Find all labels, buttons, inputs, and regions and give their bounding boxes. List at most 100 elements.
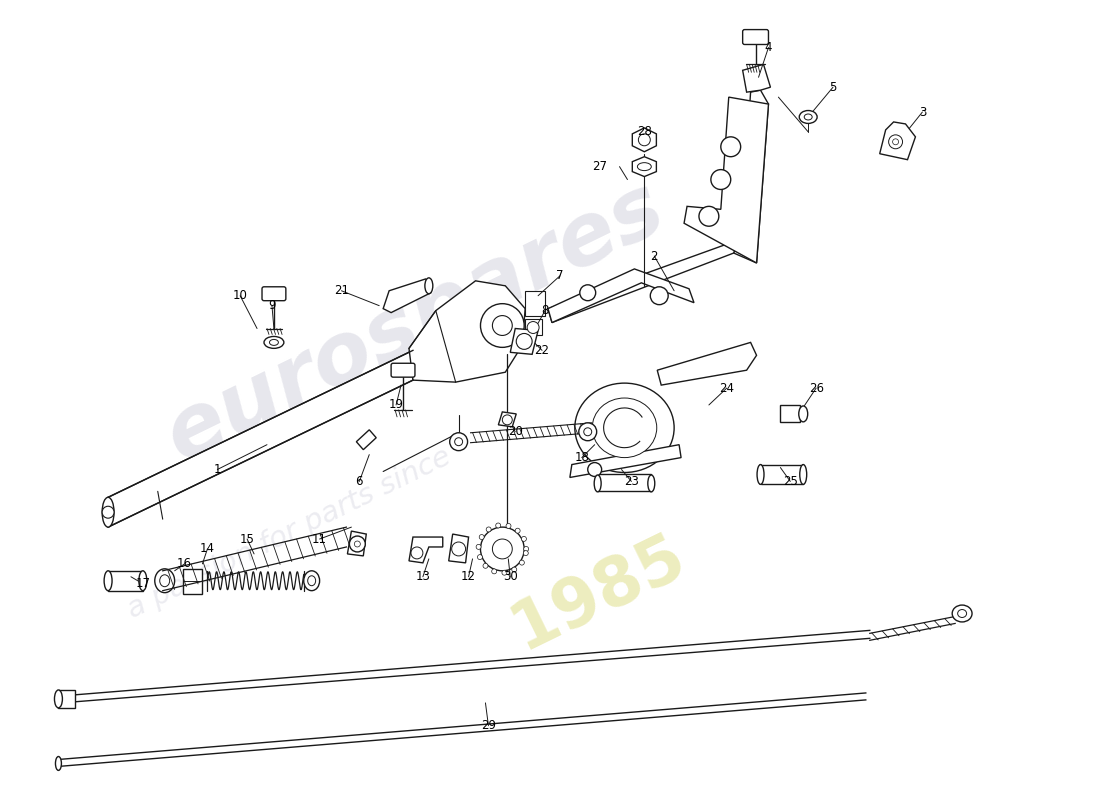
Text: 23: 23 bbox=[624, 475, 639, 488]
Ellipse shape bbox=[648, 475, 654, 492]
FancyBboxPatch shape bbox=[262, 286, 286, 301]
Ellipse shape bbox=[575, 383, 674, 473]
Ellipse shape bbox=[264, 337, 284, 348]
Text: 7: 7 bbox=[557, 270, 563, 282]
Ellipse shape bbox=[139, 571, 146, 590]
Polygon shape bbox=[108, 350, 413, 527]
Circle shape bbox=[102, 506, 114, 518]
Circle shape bbox=[512, 567, 517, 572]
Ellipse shape bbox=[55, 690, 63, 708]
Circle shape bbox=[587, 462, 602, 477]
Circle shape bbox=[496, 523, 500, 528]
Ellipse shape bbox=[594, 475, 601, 492]
Circle shape bbox=[493, 315, 513, 335]
Text: 18: 18 bbox=[574, 451, 590, 464]
Text: 21: 21 bbox=[334, 284, 349, 298]
Polygon shape bbox=[548, 239, 740, 322]
Circle shape bbox=[579, 423, 596, 441]
Polygon shape bbox=[570, 445, 681, 478]
Text: 11: 11 bbox=[312, 533, 327, 546]
Polygon shape bbox=[760, 465, 803, 485]
Text: 28: 28 bbox=[637, 126, 652, 138]
Polygon shape bbox=[383, 279, 431, 313]
Ellipse shape bbox=[304, 571, 320, 590]
Polygon shape bbox=[548, 269, 694, 322]
Ellipse shape bbox=[55, 757, 62, 770]
Text: 14: 14 bbox=[200, 542, 214, 555]
Circle shape bbox=[481, 527, 525, 571]
Polygon shape bbox=[409, 281, 525, 382]
Circle shape bbox=[650, 286, 668, 305]
Ellipse shape bbox=[425, 278, 432, 294]
Circle shape bbox=[493, 539, 513, 559]
Ellipse shape bbox=[592, 398, 657, 458]
Circle shape bbox=[481, 304, 525, 347]
Circle shape bbox=[892, 139, 899, 145]
Polygon shape bbox=[58, 690, 75, 708]
Ellipse shape bbox=[308, 576, 316, 586]
Polygon shape bbox=[880, 122, 915, 160]
Polygon shape bbox=[780, 405, 800, 422]
Circle shape bbox=[521, 537, 527, 542]
Circle shape bbox=[354, 541, 361, 547]
Text: 27: 27 bbox=[593, 160, 607, 173]
Circle shape bbox=[506, 523, 512, 529]
Polygon shape bbox=[658, 342, 757, 385]
Circle shape bbox=[476, 544, 481, 550]
Ellipse shape bbox=[160, 574, 169, 586]
Text: eurospares: eurospares bbox=[153, 166, 679, 479]
FancyBboxPatch shape bbox=[742, 30, 769, 45]
Polygon shape bbox=[348, 531, 366, 556]
Ellipse shape bbox=[270, 339, 278, 346]
Text: 15: 15 bbox=[240, 533, 254, 546]
Text: 5: 5 bbox=[829, 81, 837, 94]
Circle shape bbox=[516, 334, 532, 350]
Circle shape bbox=[720, 137, 740, 157]
Circle shape bbox=[503, 415, 513, 425]
Polygon shape bbox=[632, 157, 657, 177]
Text: 24: 24 bbox=[719, 382, 735, 394]
Text: 13: 13 bbox=[416, 570, 430, 583]
Circle shape bbox=[584, 428, 592, 436]
Ellipse shape bbox=[958, 610, 967, 618]
Circle shape bbox=[480, 534, 484, 539]
Text: 12: 12 bbox=[461, 570, 476, 583]
FancyBboxPatch shape bbox=[392, 363, 415, 377]
Circle shape bbox=[524, 546, 529, 551]
Circle shape bbox=[486, 527, 491, 532]
Text: 10: 10 bbox=[233, 290, 248, 302]
Text: 6: 6 bbox=[355, 475, 363, 488]
Polygon shape bbox=[525, 290, 544, 315]
Polygon shape bbox=[108, 571, 143, 590]
Ellipse shape bbox=[757, 465, 764, 485]
Text: 30: 30 bbox=[503, 570, 518, 583]
Circle shape bbox=[889, 135, 902, 149]
Circle shape bbox=[477, 554, 483, 559]
Text: a passion for parts since: a passion for parts since bbox=[123, 443, 455, 625]
Ellipse shape bbox=[800, 110, 817, 123]
Text: 8: 8 bbox=[541, 304, 549, 317]
Polygon shape bbox=[510, 329, 538, 354]
Text: 29: 29 bbox=[481, 719, 496, 732]
Text: 25: 25 bbox=[783, 475, 798, 488]
Text: 3: 3 bbox=[918, 106, 926, 118]
Text: 4: 4 bbox=[764, 41, 772, 54]
Text: 9: 9 bbox=[268, 299, 276, 312]
Polygon shape bbox=[734, 90, 769, 263]
Polygon shape bbox=[498, 412, 516, 427]
Text: 16: 16 bbox=[177, 558, 192, 570]
Text: 20: 20 bbox=[508, 426, 522, 438]
Polygon shape bbox=[183, 569, 202, 594]
Text: 19: 19 bbox=[388, 398, 404, 411]
Ellipse shape bbox=[155, 569, 175, 593]
Text: 17: 17 bbox=[135, 578, 151, 590]
Circle shape bbox=[527, 322, 539, 334]
Circle shape bbox=[454, 438, 463, 446]
Circle shape bbox=[711, 170, 730, 190]
Ellipse shape bbox=[804, 114, 812, 120]
Polygon shape bbox=[409, 537, 442, 563]
Text: 1: 1 bbox=[213, 463, 221, 476]
Circle shape bbox=[411, 547, 422, 559]
Ellipse shape bbox=[953, 605, 972, 622]
Circle shape bbox=[492, 569, 497, 574]
